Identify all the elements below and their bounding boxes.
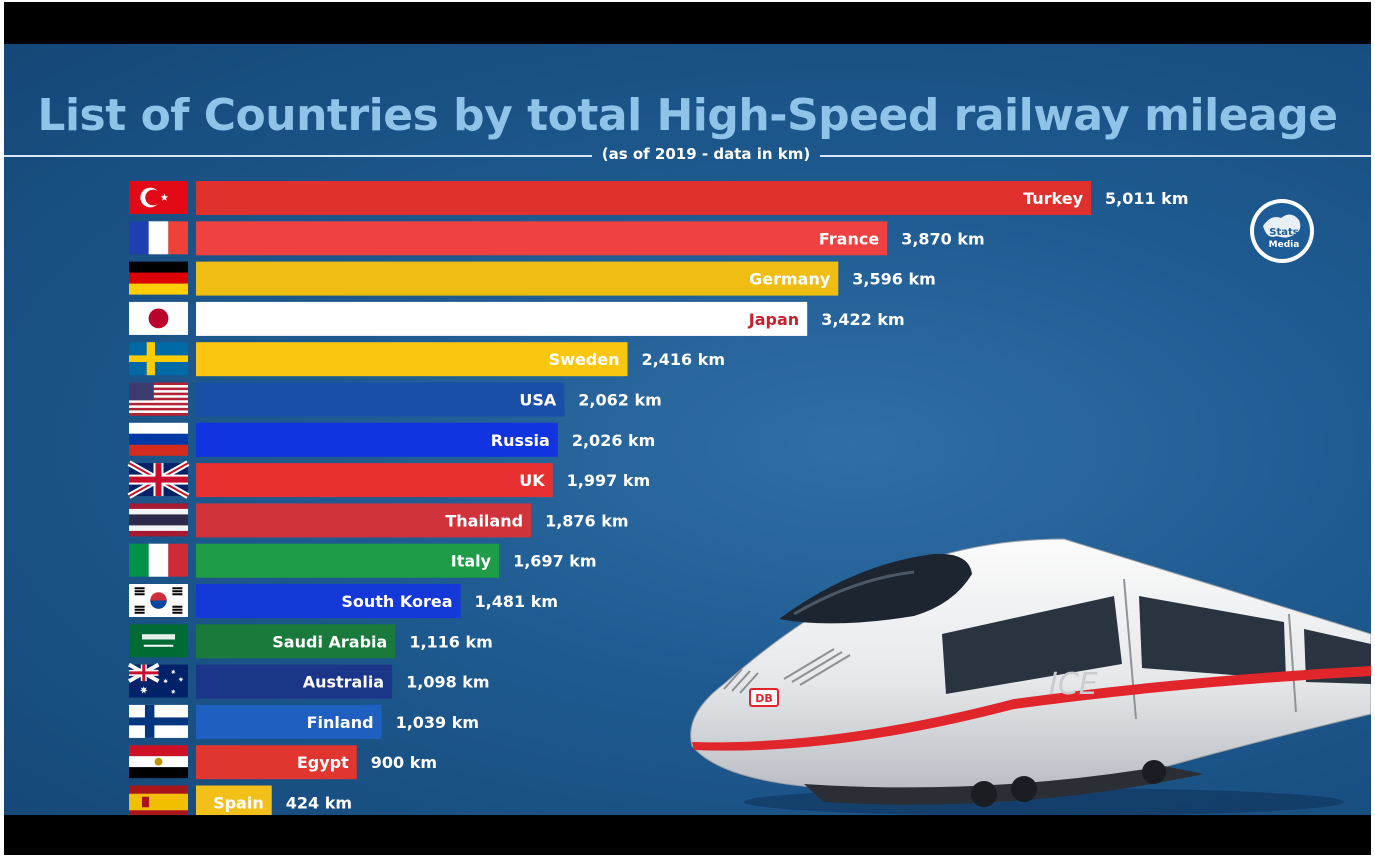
bar-row-germany: Germany 3,596 km — [129, 261, 936, 296]
bar-egypt — [196, 745, 357, 780]
bar-south-korea — [196, 584, 461, 618]
logo-text-stats: Stats — [1269, 227, 1299, 238]
bar-turkey — [196, 181, 1091, 215]
flag-usa-icon — [129, 382, 188, 416]
bar-label-australia: Australia — [303, 673, 384, 692]
high-speed-train-image: DB ICE — [690, 538, 1371, 815]
bar-japan — [196, 301, 808, 336]
bar-label-south-korea: South Korea — [341, 592, 452, 611]
bar-label-germany: Germany — [749, 270, 831, 289]
bar-row-france: France 3,870 km — [129, 221, 985, 256]
video-frame: List of Countries by total High-Speed ra… — [4, 2, 1371, 855]
bar-row-usa: USA 2,062 km — [129, 382, 662, 417]
db-badge-text: DB — [755, 692, 773, 705]
bar-row-egypt: Egypt 900 km — [129, 745, 437, 780]
bar-row-thailand: Thailand 1,876 km — [129, 503, 629, 538]
value-label-france: 3,870 km — [901, 229, 985, 248]
bar-label-sweden: Sweden — [549, 350, 620, 369]
value-label-germany: 3,596 km — [852, 270, 936, 289]
value-label-turkey: 5,011 km — [1105, 189, 1189, 208]
bar-label-usa: USA — [519, 391, 557, 410]
bar-row-japan: Japan 3,422 km — [129, 301, 905, 336]
bar-label-russia: Russia — [491, 431, 550, 450]
flag-south-korea-icon — [129, 584, 188, 617]
bar-label-spain: Spain — [213, 794, 264, 813]
bar-row-uk: UK 1,997 km — [127, 460, 651, 499]
bar-row-saudi-arabia: Saudi Arabia 1,116 km — [129, 624, 493, 659]
bar-label-uk: UK — [519, 471, 545, 490]
bar-row-spain: Spain 424 km — [129, 785, 352, 815]
stats-media-logo: Stats Media — [1250, 199, 1314, 263]
chart-title: List of Countries by total High-Speed ra… — [37, 90, 1338, 141]
bar-row-south-korea: South Korea 1,481 km — [129, 584, 558, 618]
value-label-australia: 1,098 km — [406, 673, 490, 692]
flag-egypt-icon — [129, 745, 188, 779]
value-label-thailand: 1,876 km — [545, 511, 629, 530]
bar-thailand — [196, 503, 532, 538]
bar-france — [196, 221, 888, 256]
chart-stage: List of Countries by total High-Speed ra… — [4, 44, 1371, 815]
value-label-south-korea: 1,481 km — [475, 592, 559, 611]
flag-sweden-icon — [129, 342, 188, 376]
flag-australia-icon — [128, 662, 188, 698]
bar-label-italy: Italy — [451, 552, 492, 571]
value-label-japan: 3,422 km — [821, 310, 905, 329]
flag-germany-icon — [129, 261, 188, 295]
flag-saudi-arabia-icon — [129, 624, 188, 658]
value-label-spain: 424 km — [286, 794, 352, 813]
bar-row-turkey: Turkey 5,011 km — [129, 181, 1189, 215]
bar-usa — [196, 382, 565, 417]
flag-japan-icon — [129, 301, 188, 335]
bar-row-sweden: Sweden 2,416 km — [129, 342, 726, 377]
bar-label-saudi-arabia: Saudi Arabia — [272, 632, 387, 651]
flag-turkey-icon — [129, 181, 188, 214]
bar-germany — [196, 261, 839, 296]
flag-uk-icon — [127, 460, 190, 499]
value-label-italy: 1,697 km — [513, 552, 597, 571]
bar-italy — [196, 543, 500, 578]
value-label-sweden: 2,416 km — [642, 350, 726, 369]
flag-russia-icon — [129, 422, 188, 456]
title-rule-left — [4, 155, 592, 157]
bar-row-italy: Italy 1,697 km — [129, 543, 597, 578]
bar-label-finland: Finland — [307, 713, 374, 732]
value-label-usa: 2,062 km — [578, 391, 662, 410]
bar-chart: Turkey 5,011 km France 3,870 km Germany 3,596… — [127, 181, 1189, 815]
bar-spain — [196, 785, 272, 815]
ice-marking-text: ICE — [1049, 667, 1098, 702]
bar-finland — [196, 704, 382, 739]
bar-label-france: France — [819, 229, 879, 248]
title-rule-right — [820, 155, 1371, 157]
flag-france-icon — [129, 221, 188, 255]
value-label-egypt: 900 km — [371, 753, 437, 772]
chart-subtitle: (as of 2019 - data in km) — [601, 145, 811, 163]
bar-uk — [196, 463, 553, 498]
flag-finland-icon — [129, 704, 188, 738]
bar-label-thailand: Thailand — [445, 511, 523, 530]
flag-spain-icon — [129, 785, 188, 815]
value-label-finland: 1,039 km — [396, 713, 480, 732]
value-label-uk: 1,997 km — [567, 471, 651, 490]
bar-row-finland: Finland 1,039 km — [129, 704, 480, 739]
bar-label-egypt: Egypt — [297, 753, 349, 772]
bar-sweden — [196, 342, 628, 377]
bar-row-russia: Russia 2,026 km — [129, 422, 656, 457]
bar-saudi-arabia — [196, 624, 396, 659]
value-label-saudi-arabia: 1,116 km — [409, 632, 493, 651]
logo-text-media: Media — [1269, 240, 1300, 250]
value-label-russia: 2,026 km — [572, 431, 656, 450]
bar-label-japan: Japan — [748, 310, 799, 329]
bar-russia — [196, 422, 558, 457]
bar-australia — [196, 664, 393, 699]
bar-label-turkey: Turkey — [1023, 189, 1084, 208]
bar-row-australia: Australia 1,098 km — [128, 662, 490, 699]
flag-italy-icon — [129, 543, 188, 577]
flag-thailand-icon — [129, 503, 188, 537]
